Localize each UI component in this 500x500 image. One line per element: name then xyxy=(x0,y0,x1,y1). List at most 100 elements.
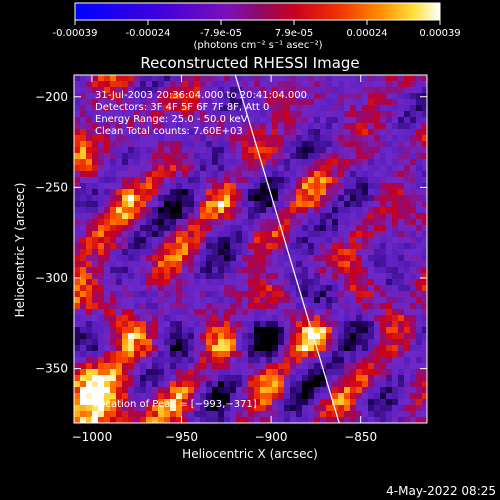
heatmap-cell xyxy=(416,297,423,304)
heatmap-cell xyxy=(164,309,171,316)
heatmap-cell xyxy=(320,201,327,208)
heatmap-cell xyxy=(254,405,261,412)
heatmap-cell xyxy=(218,357,225,364)
heatmap-cell xyxy=(380,273,387,280)
heatmap-cell xyxy=(260,183,267,190)
heatmap-cell xyxy=(92,357,99,364)
heatmap-cell xyxy=(260,141,267,148)
heatmap-cell xyxy=(128,255,135,262)
heatmap-cell xyxy=(218,207,225,214)
heatmap-cell xyxy=(380,225,387,232)
heatmap-cell xyxy=(296,261,303,268)
heatmap-cell xyxy=(284,333,291,340)
heatmap-cell xyxy=(404,369,411,376)
heatmap-cell xyxy=(74,219,81,226)
heatmap-cell xyxy=(416,363,423,370)
heatmap-cell xyxy=(74,285,81,292)
heatmap-cell xyxy=(116,285,123,292)
heatmap-cell xyxy=(158,105,165,112)
heatmap-cell xyxy=(176,279,183,286)
heatmap-cell xyxy=(176,87,183,94)
heatmap-cell xyxy=(266,219,273,226)
heatmap-cell xyxy=(386,255,393,262)
heatmap-cell xyxy=(398,93,405,100)
heatmap-cell xyxy=(398,183,405,190)
heatmap-cell xyxy=(128,333,135,340)
heatmap-cell xyxy=(314,333,321,340)
heatmap-cell xyxy=(368,255,375,262)
heatmap-cell xyxy=(86,369,93,376)
heatmap-cell xyxy=(368,81,375,88)
heatmap-cell xyxy=(230,141,237,148)
heatmap-cell xyxy=(224,339,231,346)
heatmap-cell xyxy=(422,381,427,388)
heatmap-cell xyxy=(218,381,225,388)
heatmap-cell xyxy=(86,243,93,250)
heatmap-cell xyxy=(332,369,339,376)
heatmap-cell xyxy=(374,369,381,376)
heatmap-cell xyxy=(152,165,159,172)
heatmap-cell xyxy=(116,171,123,178)
heatmap-cell xyxy=(356,135,363,142)
heatmap-cell xyxy=(374,315,381,322)
heatmap-cell xyxy=(116,339,123,346)
heatmap-cell xyxy=(170,141,177,148)
heatmap-cell xyxy=(122,231,129,238)
heatmap-cell xyxy=(404,417,411,423)
heatmap-cell xyxy=(152,99,159,106)
heatmap-cell xyxy=(182,363,189,370)
heatmap-cell xyxy=(416,93,423,100)
heatmap-cell xyxy=(278,105,285,112)
heatmap-cell xyxy=(278,123,285,130)
heatmap-cell xyxy=(422,189,427,196)
heatmap-cell xyxy=(296,189,303,196)
heatmap-cell xyxy=(212,345,219,352)
heatmap-cell xyxy=(146,303,153,310)
heatmap-cell xyxy=(392,357,399,364)
heatmap-cell xyxy=(128,315,135,322)
heatmap-cell xyxy=(236,339,243,346)
heatmap-cell xyxy=(236,81,243,88)
heatmap-cell xyxy=(158,339,165,346)
heatmap-cell xyxy=(254,153,261,160)
heatmap-cell xyxy=(296,195,303,202)
heatmap-cell xyxy=(206,273,213,280)
heatmap-cell xyxy=(338,129,345,136)
heatmap-cell xyxy=(290,405,297,412)
heatmap-cell xyxy=(236,183,243,190)
heatmap-cell xyxy=(350,87,357,94)
heatmap-cell xyxy=(260,201,267,208)
heatmap-cell xyxy=(332,351,339,358)
heatmap-cell xyxy=(134,237,141,244)
heatmap-cell xyxy=(290,351,297,358)
heatmap-cell xyxy=(410,315,417,322)
heatmap-cell xyxy=(338,141,345,148)
heatmap-cell xyxy=(86,129,93,136)
heatmap-cell xyxy=(296,105,303,112)
heatmap-cell xyxy=(224,93,231,100)
heatmap-cell xyxy=(242,297,249,304)
heatmap-cell xyxy=(182,333,189,340)
heatmap-cell xyxy=(230,177,237,184)
heatmap-cell xyxy=(356,297,363,304)
heatmap-cell xyxy=(416,375,423,382)
heatmap-cell xyxy=(266,117,273,124)
heatmap-cell xyxy=(158,87,165,94)
heatmap-cell xyxy=(314,381,321,388)
heatmap-cell xyxy=(338,147,345,154)
heatmap-cell xyxy=(242,417,249,423)
heatmap-cell xyxy=(86,321,93,328)
heatmap-cell xyxy=(212,153,219,160)
heatmap-cell xyxy=(104,333,111,340)
heatmap-cell xyxy=(242,207,249,214)
heatmap-cell xyxy=(164,123,171,130)
heatmap-cell xyxy=(224,333,231,340)
heatmap-cell xyxy=(140,99,147,106)
heatmap-cell xyxy=(110,291,117,298)
heatmap-cell xyxy=(398,189,405,196)
heatmap-cell xyxy=(182,237,189,244)
heatmap-cell xyxy=(260,213,267,220)
heatmap-cell xyxy=(176,195,183,202)
heatmap-cell xyxy=(278,393,285,400)
heatmap-cell xyxy=(242,363,249,370)
